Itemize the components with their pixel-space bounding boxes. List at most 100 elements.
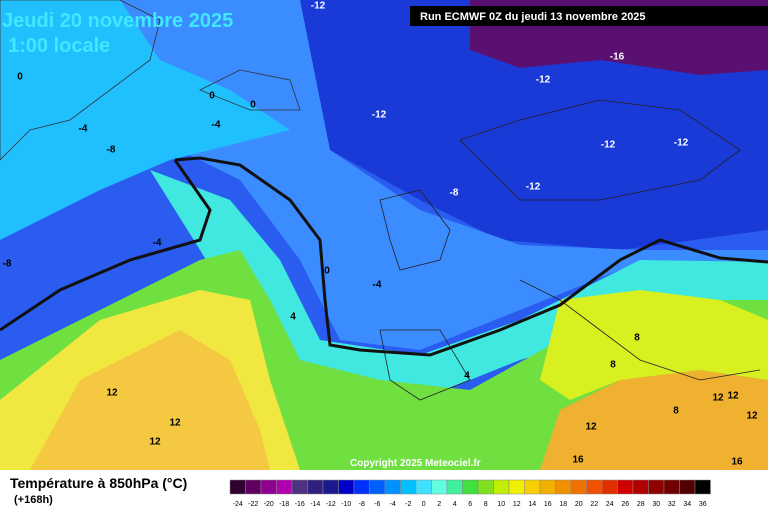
colorbar-label: 8 <box>484 501 488 508</box>
coastline <box>0 0 301 161</box>
colorbar-label: -8 <box>359 501 365 508</box>
contour-label: -4 <box>373 280 382 291</box>
colorbar-label: 16 <box>544 501 552 508</box>
zero-isotherm <box>174 156 768 357</box>
color-swatch <box>694 479 711 495</box>
color-swatch <box>369 479 386 495</box>
colorbar-label: 12 <box>513 501 521 508</box>
contour-label: 8 <box>673 406 679 417</box>
color-swatch <box>648 479 665 495</box>
color-swatch <box>245 479 262 495</box>
color-swatch <box>276 479 293 495</box>
color-swatch <box>663 479 680 495</box>
colorbar-label: 22 <box>590 501 598 508</box>
contour-label: 8 <box>634 333 640 344</box>
contour-label: -16 <box>610 52 625 63</box>
colorbar-label: -4 <box>390 501 396 508</box>
colorbar-label: 20 <box>575 501 583 508</box>
color-swatch <box>415 479 432 495</box>
color-swatch <box>586 479 603 495</box>
color-swatch <box>539 479 556 495</box>
colorbar-label: 24 <box>606 501 614 508</box>
color-swatch <box>353 479 370 495</box>
contour-label: -12 <box>601 140 616 151</box>
zero-isotherm <box>0 159 212 332</box>
contour-label: 0 <box>250 100 256 111</box>
colorbar-label: 6 <box>468 501 472 508</box>
yellow-green-region <box>540 290 768 400</box>
color-swatch <box>493 479 510 495</box>
color-swatch <box>601 479 618 495</box>
color-swatch <box>508 479 525 495</box>
copyright: Copyright 2025 Meteociel.fr <box>350 458 481 469</box>
color-swatch <box>679 479 696 495</box>
run-info: Run ECMWF 0Z du jeudi 13 novembre 2025 <box>420 11 646 23</box>
colorbar-label: -16 <box>295 501 305 508</box>
color-swatch <box>431 479 448 495</box>
colorbar-label: -10 <box>341 501 351 508</box>
contour-label: 8 <box>610 360 616 371</box>
colorbar-label: 14 <box>528 501 536 508</box>
contour-label: 12 <box>106 388 118 399</box>
contour-label: 12 <box>727 391 739 402</box>
mild-cold-region <box>0 0 290 240</box>
contour-label: -4 <box>153 238 162 249</box>
color-swatch <box>524 479 541 495</box>
contour-label: -4 <box>79 124 88 135</box>
color-swatch <box>384 479 401 495</box>
colorbar-label: -12 <box>326 501 336 508</box>
contour-label: -8 <box>3 259 12 270</box>
colorbar-label: -20 <box>264 501 274 508</box>
color-swatch <box>462 479 479 495</box>
colorbar-label: 18 <box>559 501 567 508</box>
contour-label: 0 <box>209 91 215 102</box>
map-title: Jeudi 20 novembre 2025 <box>2 10 233 32</box>
colorbar-label: 10 <box>497 501 505 508</box>
colorbar-label: -24 <box>233 501 243 508</box>
colorbar-label: 4 <box>453 501 457 508</box>
colorbar-label: -14 <box>310 501 320 508</box>
contour-label: -8 <box>450 188 459 199</box>
contour-label: 4 <box>464 371 470 382</box>
color-swatch <box>260 479 277 495</box>
color-swatch <box>477 479 494 495</box>
contour-label: 0 <box>324 266 330 277</box>
near-zero-region <box>150 170 768 420</box>
color-swatch <box>229 479 246 495</box>
contour-label: 16 <box>572 455 584 466</box>
coastline <box>379 99 761 401</box>
colorbar-label: 0 <box>422 501 426 508</box>
legend-title: Température à 850hPa (°C) <box>10 475 187 491</box>
contour-label: 12 <box>746 411 758 422</box>
color-swatch <box>400 479 417 495</box>
colorbar-label: -18 <box>279 501 289 508</box>
contour-labels: -12 -16 -12 -12 -12 -12 -12 -8 0 0 0 -4 -4 -8 -4 -8 0 -4 4… <box>3 1 758 468</box>
color-swatch <box>291 479 308 495</box>
colorbar: -24 -22 -20 -18 -16 -14 -12 -10 -8 -6 -4 -2 0 2 4 6 8 10 1… <box>229 479 711 508</box>
map-time: 1:00 locale <box>8 35 110 57</box>
colorbar-label: 26 <box>621 501 629 508</box>
color-swatch <box>555 479 572 495</box>
color-swatch <box>322 479 339 495</box>
colorbar-label: 2 <box>437 501 441 508</box>
contour-label: -12 <box>311 1 326 12</box>
contour-label: 12 <box>585 422 597 433</box>
colorbar-label: 30 <box>652 501 660 508</box>
color-swatch <box>307 479 324 495</box>
contour-label: 4 <box>290 312 296 323</box>
colorbar-label: -2 <box>405 501 411 508</box>
colorbar-label: -22 <box>248 501 258 508</box>
contour-label: -12 <box>674 138 689 149</box>
colorbar-label: -6 <box>374 501 380 508</box>
contour-label: -12 <box>536 75 551 86</box>
contour-label: -8 <box>107 145 116 156</box>
color-swatch <box>570 479 587 495</box>
legend-lead: (+168h) <box>14 494 53 506</box>
color-swatch <box>617 479 634 495</box>
hot-region <box>540 370 768 470</box>
color-swatch <box>338 479 355 495</box>
color-swatch <box>446 479 463 495</box>
color-swatch <box>632 479 649 495</box>
contour-label: -12 <box>372 110 387 121</box>
run-bar <box>410 6 768 26</box>
